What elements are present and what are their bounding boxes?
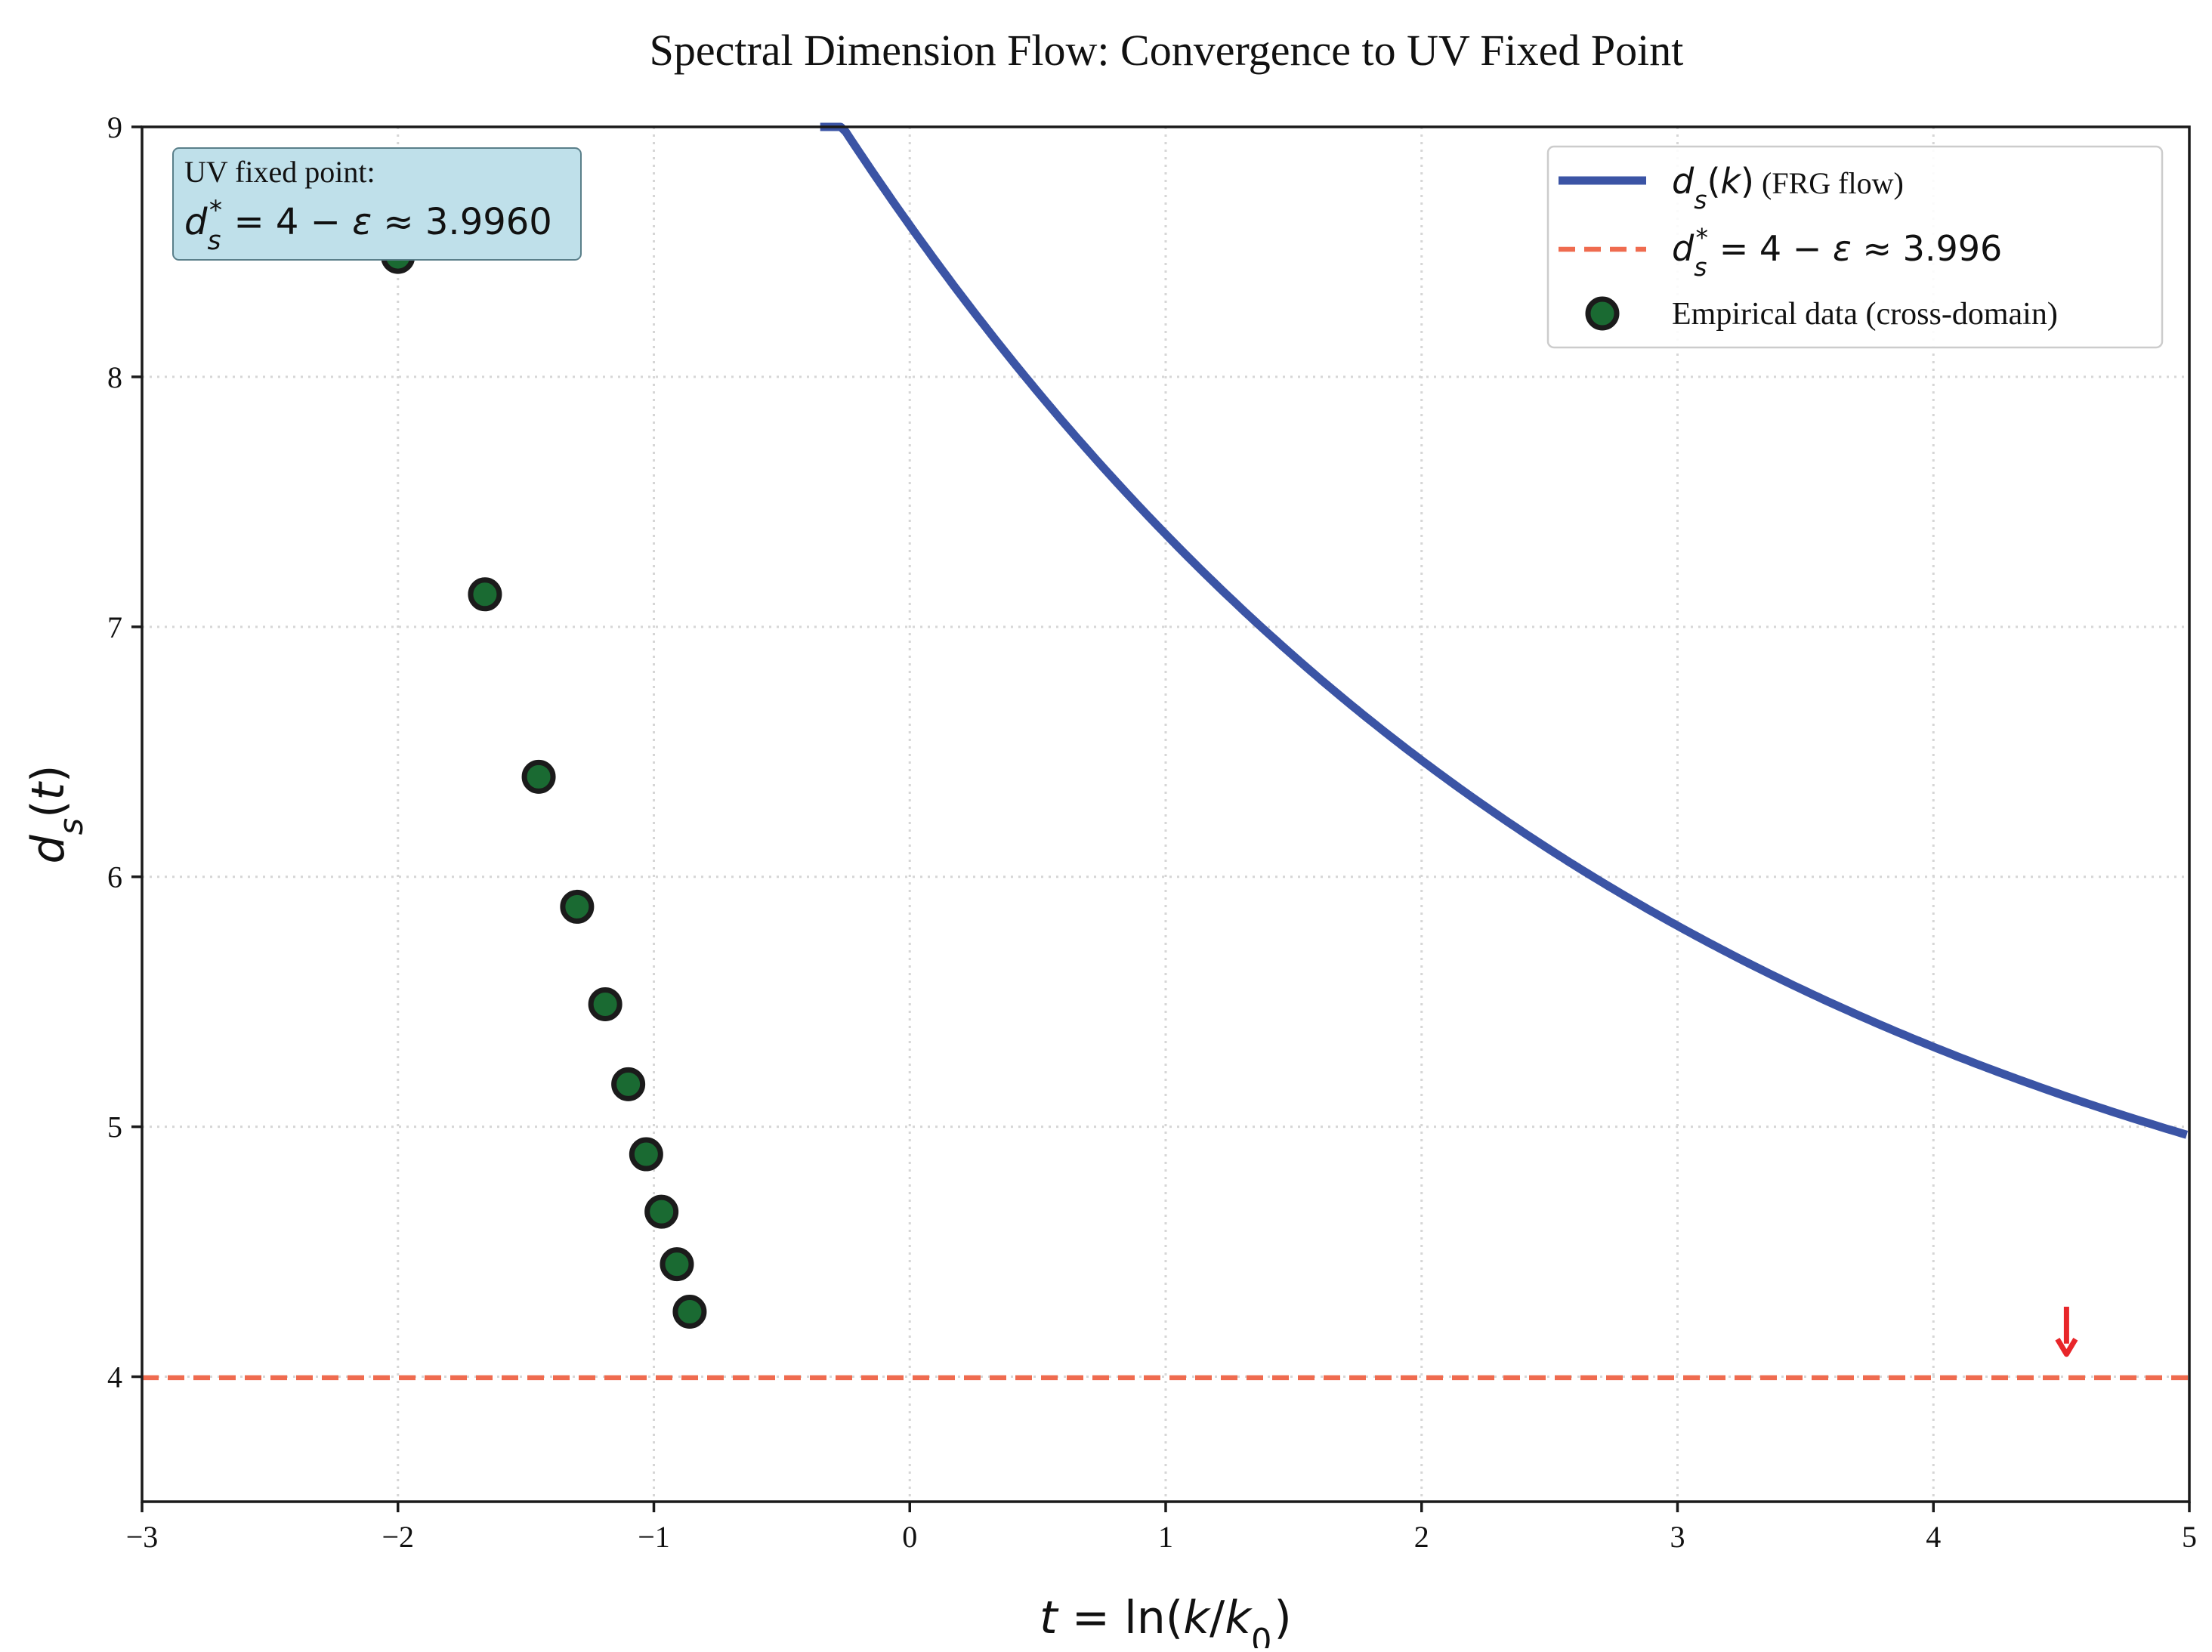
math-slash: / bbox=[1209, 1592, 1225, 1644]
math-subscript: 0 bbox=[1251, 1623, 1271, 1648]
y-tick-label: 6 bbox=[107, 860, 122, 894]
math-epsilon: ε bbox=[1833, 228, 1852, 269]
math-t: t bbox=[1040, 1592, 1059, 1644]
legend-label-frg: ds(k) (FRG flow) bbox=[1672, 161, 1904, 215]
math-ln: ln( bbox=[1124, 1592, 1183, 1644]
empirical-data-point bbox=[521, 759, 556, 794]
math-superscript: * bbox=[1696, 223, 1709, 252]
x-tick-label: −1 bbox=[638, 1520, 670, 1554]
math-open: ( bbox=[1707, 161, 1720, 202]
y-tick-label: 9 bbox=[107, 110, 122, 144]
math-t: t bbox=[22, 780, 75, 800]
frg-flow-line bbox=[820, 122, 2189, 1139]
empirical-data-point bbox=[588, 987, 623, 1021]
y-tick-label: 7 bbox=[107, 610, 122, 644]
math-body: = 4 − bbox=[222, 201, 352, 243]
legend-suffix: (FRG flow) bbox=[1754, 166, 1904, 200]
y-tick-label: 4 bbox=[107, 1360, 122, 1394]
y-axis-label: ds(t) bbox=[22, 765, 91, 864]
math-subscript: s bbox=[1694, 252, 1707, 282]
math-d: d bbox=[1672, 161, 1695, 202]
empirical-data-point bbox=[672, 1295, 707, 1329]
math-eq: = bbox=[1058, 1592, 1124, 1644]
empirical-data-point bbox=[660, 1247, 694, 1282]
math-close: ) bbox=[22, 765, 75, 783]
math-open: ( bbox=[22, 800, 75, 817]
uv-fixed-point-value: ds* = 4 − ε ≈ 3.9960 bbox=[184, 196, 552, 256]
math-body: = 4 − bbox=[1708, 228, 1833, 269]
x-tick-label: 2 bbox=[1414, 1520, 1429, 1554]
math-close: ) bbox=[1274, 1592, 1291, 1644]
y-tick-label: 5 bbox=[107, 1110, 122, 1144]
x-tick-label: 4 bbox=[1926, 1520, 1941, 1554]
x-tick-label: 1 bbox=[1158, 1520, 1173, 1554]
x-tick-label: −2 bbox=[382, 1520, 414, 1554]
math-subscript: s bbox=[1694, 185, 1707, 215]
data-layer bbox=[142, 122, 2189, 1381]
math-subscript: s bbox=[53, 818, 91, 835]
empirical-data-point bbox=[468, 577, 502, 612]
uv-fixed-point-label: UV fixed point: bbox=[184, 155, 375, 189]
x-tick-label: 3 bbox=[1670, 1520, 1685, 1554]
legend-box bbox=[1546, 145, 2164, 349]
math-epsilon: ε bbox=[352, 201, 372, 243]
math-k: k bbox=[1183, 1592, 1211, 1644]
empirical-data-point bbox=[629, 1137, 663, 1172]
x-tick-label: 0 bbox=[902, 1520, 917, 1554]
uv-fixed-point-box bbox=[172, 147, 582, 261]
x-tick-label: 5 bbox=[2182, 1520, 2197, 1554]
legend: ds(k) (FRG flow)ds* = 4 − ε ≈ 3.996Empir… bbox=[1546, 145, 2164, 349]
math-k0: k bbox=[1225, 1592, 1253, 1644]
math-superscript: * bbox=[209, 196, 222, 226]
x-axis-label: t = ln(k/k0) bbox=[1040, 1592, 1292, 1648]
math-subscript: s bbox=[207, 226, 221, 256]
math-value: ≈ 3.9960 bbox=[372, 201, 552, 243]
legend-label-fixed-point: ds* = 4 − ε ≈ 3.996 bbox=[1672, 223, 2002, 282]
annotation-layer: UV fixed point:ds* = 4 − ε ≈ 3.9960 bbox=[172, 147, 2078, 1357]
math-close: ) bbox=[1741, 161, 1754, 202]
x-tick-label: −3 bbox=[126, 1520, 159, 1554]
math-d: d bbox=[22, 834, 75, 863]
math-value: ≈ 3.996 bbox=[1852, 228, 2002, 269]
empirical-data-point bbox=[611, 1067, 646, 1101]
math-d: d bbox=[1672, 228, 1695, 269]
y-tick-label: 8 bbox=[107, 360, 122, 394]
chart-title: Spectral Dimension Flow: Convergence to … bbox=[650, 26, 1684, 75]
legend-label-empirical: Empirical data (cross-domain) bbox=[1672, 297, 2058, 332]
math-k: k bbox=[1720, 161, 1742, 202]
fixed-point-arrow-head bbox=[2055, 1337, 2078, 1357]
empirical-data-point bbox=[644, 1194, 679, 1229]
math-d: d bbox=[184, 201, 208, 243]
empirical-data-point bbox=[560, 889, 595, 924]
legend-swatch-empirical bbox=[1585, 296, 1620, 331]
